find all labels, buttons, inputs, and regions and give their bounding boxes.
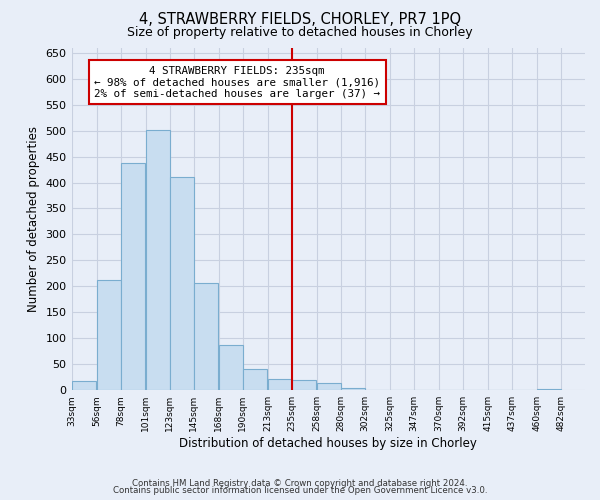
X-axis label: Distribution of detached houses by size in Chorley: Distribution of detached houses by size … [179, 437, 477, 450]
Bar [219, 345, 242, 390]
Bar [97, 280, 121, 390]
Bar [537, 388, 561, 390]
Bar [317, 383, 341, 390]
Text: 4 STRAWBERRY FIELDS: 235sqm
← 98% of detached houses are smaller (1,916)
2% of s: 4 STRAWBERRY FIELDS: 235sqm ← 98% of det… [94, 66, 380, 99]
Bar [194, 282, 218, 390]
Y-axis label: Number of detached properties: Number of detached properties [27, 126, 40, 312]
Bar [170, 177, 194, 390]
Bar [268, 379, 292, 390]
Text: 4, STRAWBERRY FIELDS, CHORLEY, PR7 1PQ: 4, STRAWBERRY FIELDS, CHORLEY, PR7 1PQ [139, 12, 461, 28]
Text: Contains HM Land Registry data © Crown copyright and database right 2024.: Contains HM Land Registry data © Crown c… [132, 478, 468, 488]
Bar [292, 380, 316, 390]
Bar [146, 130, 170, 390]
Bar [121, 164, 145, 390]
Bar [71, 381, 95, 390]
Text: Size of property relative to detached houses in Chorley: Size of property relative to detached ho… [127, 26, 473, 39]
Bar [242, 370, 266, 390]
Bar [341, 388, 365, 390]
Text: Contains public sector information licensed under the Open Government Licence v3: Contains public sector information licen… [113, 486, 487, 495]
